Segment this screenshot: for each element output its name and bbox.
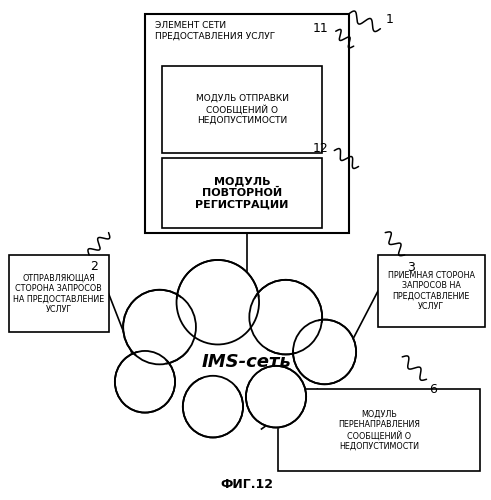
Text: IMS-сеть: IMS-сеть: [202, 353, 292, 371]
Bar: [278, 389, 480, 471]
Circle shape: [128, 294, 191, 360]
Circle shape: [183, 376, 243, 438]
Circle shape: [182, 265, 254, 340]
Bar: [162, 158, 322, 228]
Text: 6: 6: [429, 384, 437, 396]
Bar: [162, 66, 322, 153]
Circle shape: [123, 290, 196, 364]
Circle shape: [115, 351, 175, 412]
Text: МОДУЛЬ
ПОВТОРНОЙ
РЕГИСТРАЦИИ: МОДУЛЬ ПОВТОРНОЙ РЕГИСТРАЦИИ: [195, 176, 289, 210]
Text: МОДУЛЬ ОТПРАВКИ
СООБЩЕНИЙ О
НЕДОПУСТИМОСТИ: МОДУЛЬ ОТПРАВКИ СООБЩЕНИЙ О НЕДОПУСТИМОС…: [195, 94, 289, 125]
Text: 12: 12: [312, 142, 328, 154]
Text: ОТПРАВЛЯЮЩАЯ
СТОРОНА ЗАПРОСОВ
НА ПРЕДОСТАВЛЕНИЕ
УСЛУГ: ОТПРАВЛЯЮЩАЯ СТОРОНА ЗАПРОСОВ НА ПРЕДОСТ…: [13, 274, 105, 314]
Text: ПРИЕМНАЯ СТОРОНА
ЗАПРОСОВ НА
ПРЕДОСТАВЛЕНИЕ
УСЛУГ: ПРИЕМНАЯ СТОРОНА ЗАПРОСОВ НА ПРЕДОСТАВЛЕ…: [388, 271, 475, 311]
Text: ЭЛЕМЕНТ СЕТИ
ПРЕДОСТАВЛЕНИЯ УСЛУГ: ЭЛЕМЕНТ СЕТИ ПРЕДОСТАВЛЕНИЯ УСЛУГ: [155, 22, 275, 40]
Circle shape: [249, 280, 322, 354]
Text: МОДУЛЬ
ПЕРЕНАПРАВЛЕНИЯ
СООБЩЕНИЙ О
НЕДОПУСТИМОСТИ: МОДУЛЬ ПЕРЕНАПРАВЛЕНИЯ СООБЩЕНИЙ О НЕДОП…: [338, 410, 420, 451]
Circle shape: [177, 260, 259, 344]
Circle shape: [246, 366, 306, 428]
Text: 2: 2: [90, 260, 98, 273]
Text: 11: 11: [313, 22, 328, 35]
Bar: [9, 255, 109, 332]
Text: 3: 3: [407, 261, 415, 274]
Circle shape: [184, 302, 271, 392]
Circle shape: [189, 308, 266, 386]
Circle shape: [187, 380, 240, 434]
Text: ФИГ.12: ФИГ.12: [220, 478, 273, 491]
Circle shape: [297, 324, 353, 380]
Circle shape: [249, 370, 302, 424]
Text: 1: 1: [385, 14, 393, 26]
Circle shape: [118, 354, 171, 409]
Bar: [378, 255, 485, 327]
Circle shape: [254, 284, 318, 350]
Bar: [145, 14, 349, 232]
Circle shape: [293, 320, 356, 384]
